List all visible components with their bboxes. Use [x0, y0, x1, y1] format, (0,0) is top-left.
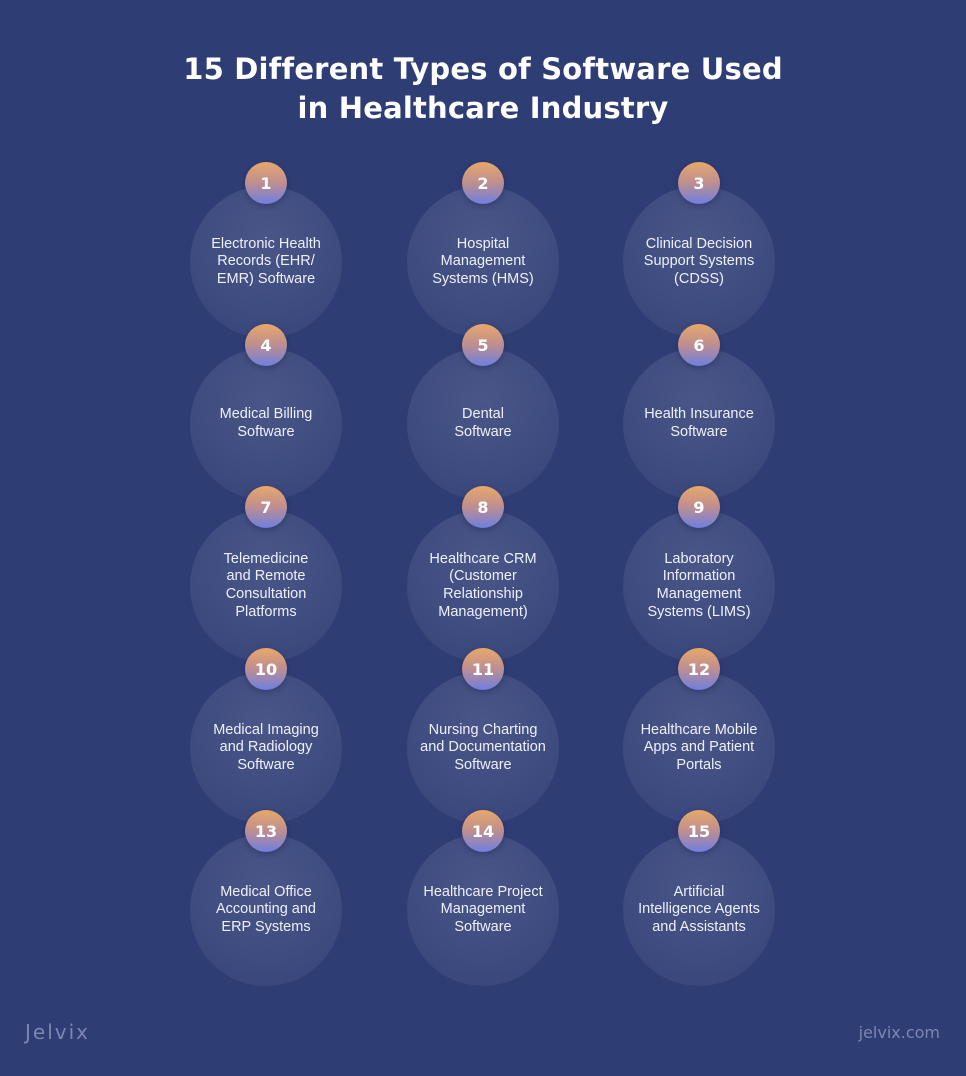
item-label-wrap: Nursing Charting and Documentation Softw… — [405, 672, 561, 824]
software-item-4: 4 Medical Billing Software — [190, 324, 342, 520]
item-label: Dental Software — [454, 406, 512, 440]
item-label-wrap: Healthcare Project Management Software — [405, 834, 561, 986]
title-line-2: in Healthcare Industry — [297, 91, 669, 125]
item-label-wrap: Hospital Management Systems (HMS) — [405, 186, 561, 338]
item-label: Artificial Intelligence Agents and Assis… — [638, 883, 760, 935]
software-item-10: 10 Medical Imaging and Radiology Softwar… — [190, 648, 342, 844]
software-item-12: 12 Healthcare Mobile Apps and Patient Po… — [623, 648, 775, 844]
item-circle — [190, 510, 342, 662]
item-label: Nursing Charting and Documentation Softw… — [420, 721, 546, 773]
item-number-badge: 5 — [462, 324, 504, 366]
software-item-15: 15 Artificial Intelligence Agents and As… — [623, 810, 775, 1006]
item-label-wrap: Health Insurance Software — [621, 348, 777, 500]
item-number-badge: 4 — [245, 324, 287, 366]
item-label: Hospital Management Systems (HMS) — [432, 235, 534, 287]
software-item-14: 14 Healthcare Project Management Softwar… — [407, 810, 559, 1006]
page-title: 15 Different Types of Software Used in H… — [0, 50, 966, 128]
item-number-badge: 13 — [245, 810, 287, 852]
software-item-13: 13 Medical Office Accounting and ERP Sys… — [190, 810, 342, 1006]
software-item-3: 3 Clinical Decision Support Systems (CDS… — [623, 162, 775, 358]
item-label: Healthcare Mobile Apps and Patient Porta… — [640, 721, 758, 773]
item-label: Healthcare Project Management Software — [423, 883, 543, 935]
software-item-9: 9 Laboratory Information Management Syst… — [623, 486, 775, 682]
item-circle — [407, 186, 559, 338]
item-label-wrap: Dental Software — [405, 348, 561, 500]
item-number-badge: 12 — [678, 648, 720, 690]
software-item-8: 8 Healthcare CRM (Customer Relationship … — [407, 486, 559, 682]
item-circle — [190, 348, 342, 500]
item-label-wrap: Medical Billing Software — [188, 348, 344, 500]
title-line-1: 15 Different Types of Software Used — [183, 52, 783, 86]
item-circle — [190, 672, 342, 824]
item-number-badge: 14 — [462, 810, 504, 852]
item-circle — [623, 348, 775, 500]
item-label: Clinical Decision Support Systems (CDSS) — [643, 235, 755, 287]
item-number-badge: 1 — [245, 162, 287, 204]
item-number-badge: 3 — [678, 162, 720, 204]
item-number-badge: 15 — [678, 810, 720, 852]
item-number-badge: 8 — [462, 486, 504, 528]
item-number-badge: 10 — [245, 648, 287, 690]
item-label: Medical Office Accounting and ERP System… — [216, 883, 316, 935]
item-circle — [407, 510, 559, 662]
software-item-5: 5 Dental Software — [407, 324, 559, 520]
item-label: Laboratory Information Management System… — [647, 550, 751, 620]
item-label: Electronic Health Records (EHR/ EMR) Sof… — [211, 235, 321, 287]
item-label-wrap: Healthcare CRM (Customer Relationship Ma… — [405, 510, 561, 662]
software-item-7: 7 Telemedicine and Remote Consultation P… — [190, 486, 342, 682]
item-label: Medical Imaging and Radiology Software — [213, 721, 319, 773]
item-label-wrap: Medical Imaging and Radiology Software — [188, 672, 344, 824]
item-number-badge: 9 — [678, 486, 720, 528]
item-label: Health Insurance Software — [644, 406, 754, 440]
item-label-wrap: Medical Office Accounting and ERP System… — [188, 834, 344, 986]
item-circle — [623, 186, 775, 338]
software-item-2: 2 Hospital Management Systems (HMS) — [407, 162, 559, 358]
software-item-1: 1 Electronic Health Records (EHR/ EMR) S… — [190, 162, 342, 358]
item-circle — [623, 834, 775, 986]
item-label-wrap: Artificial Intelligence Agents and Assis… — [621, 834, 777, 986]
item-circle — [407, 834, 559, 986]
item-circle — [190, 834, 342, 986]
item-number-badge: 11 — [462, 648, 504, 690]
item-circle — [623, 510, 775, 662]
software-item-6: 6 Health Insurance Software — [623, 324, 775, 520]
item-label: Healthcare CRM (Customer Relationship Ma… — [429, 550, 537, 620]
item-label: Telemedicine and Remote Consultation Pla… — [223, 550, 309, 620]
item-number-badge: 2 — [462, 162, 504, 204]
website-text: jelvix.com — [858, 1023, 940, 1042]
item-label-wrap: Clinical Decision Support Systems (CDSS) — [621, 186, 777, 338]
item-circle — [623, 672, 775, 824]
item-circle — [407, 672, 559, 824]
item-number-badge: 7 — [245, 486, 287, 528]
item-label: Medical Billing Software — [219, 406, 313, 440]
item-label-wrap: Healthcare Mobile Apps and Patient Porta… — [621, 672, 777, 824]
brand-logo: Jelvix — [25, 1020, 90, 1044]
item-circle — [407, 348, 559, 500]
software-item-11: 11 Nursing Charting and Documentation So… — [407, 648, 559, 844]
item-number-badge: 6 — [678, 324, 720, 366]
item-label-wrap: Laboratory Information Management System… — [621, 510, 777, 662]
item-label-wrap: Telemedicine and Remote Consultation Pla… — [188, 510, 344, 662]
item-circle — [190, 186, 342, 338]
item-label-wrap: Electronic Health Records (EHR/ EMR) Sof… — [188, 186, 344, 338]
